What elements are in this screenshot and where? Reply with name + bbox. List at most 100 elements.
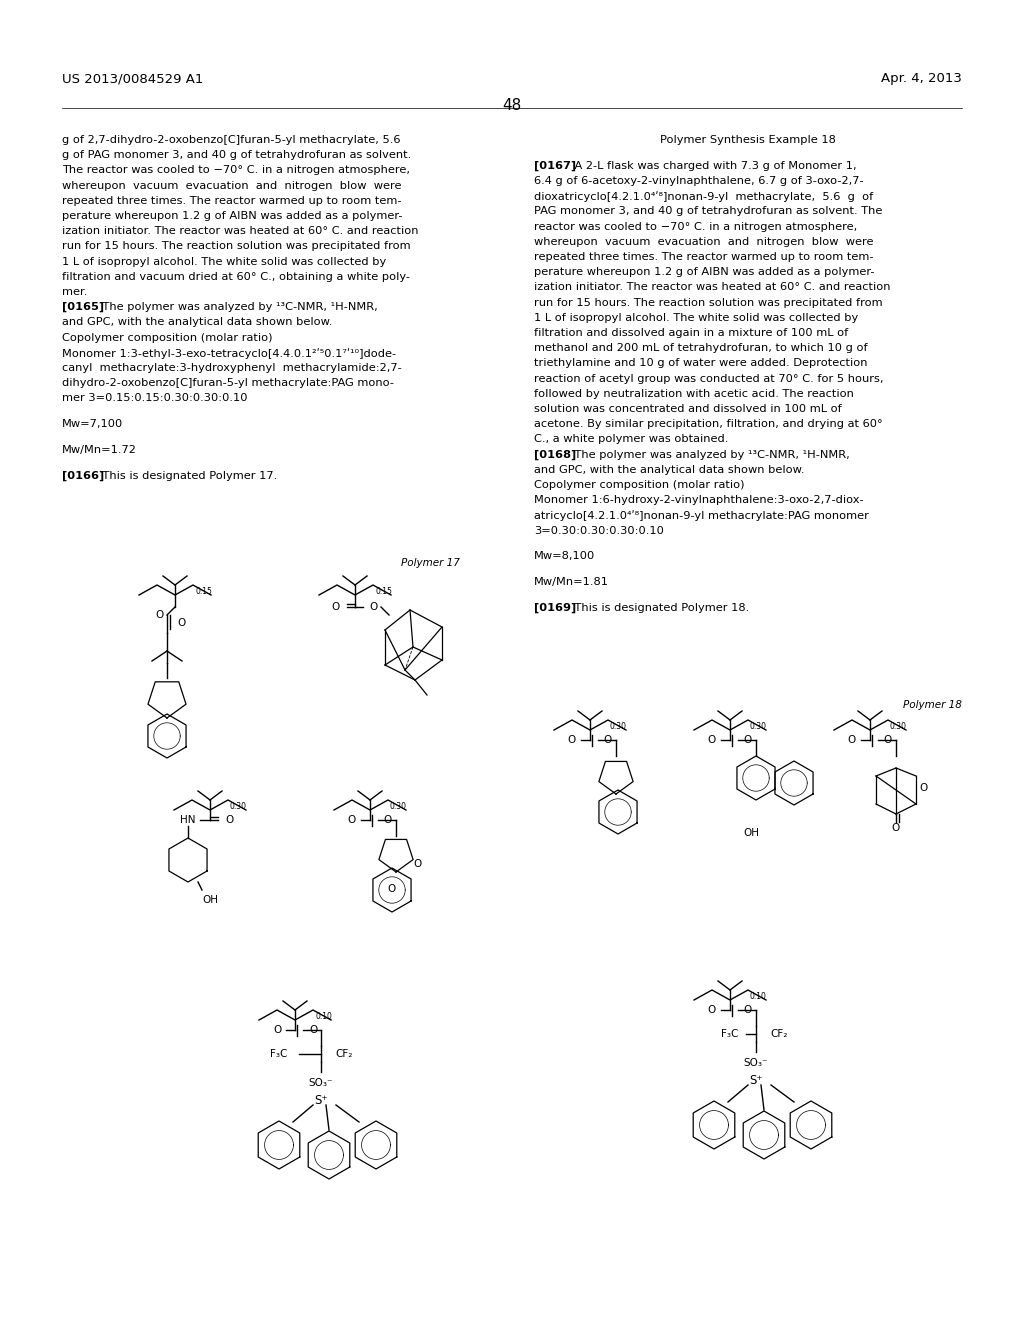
Text: O: O	[848, 735, 856, 744]
Text: SO₃⁻: SO₃⁻	[309, 1078, 333, 1088]
Text: Polymer 17: Polymer 17	[401, 558, 460, 568]
Text: The reactor was cooled to −70° C. in a nitrogen atmosphere,: The reactor was cooled to −70° C. in a n…	[62, 165, 410, 176]
Text: triethylamine and 10 g of water were added. Deprotection: triethylamine and 10 g of water were add…	[534, 359, 867, 368]
Text: O: O	[920, 783, 928, 793]
Text: Copolymer composition (molar ratio): Copolymer composition (molar ratio)	[62, 333, 272, 343]
Text: 0.30: 0.30	[610, 722, 627, 731]
Text: This is designated Polymer 17.: This is designated Polymer 17.	[88, 471, 276, 480]
Text: S⁺: S⁺	[750, 1073, 763, 1086]
Text: O: O	[272, 1026, 282, 1035]
Text: and GPC, with the analytical data shown below.: and GPC, with the analytical data shown …	[62, 317, 333, 327]
Text: O: O	[604, 735, 612, 744]
Text: 0.15: 0.15	[375, 587, 392, 597]
Text: O: O	[155, 610, 163, 620]
Text: The polymer was analyzed by ¹³C-NMR, ¹H-NMR,: The polymer was analyzed by ¹³C-NMR, ¹H-…	[88, 302, 377, 313]
Text: O: O	[309, 1026, 317, 1035]
Text: O: O	[226, 814, 234, 825]
Text: 0.15: 0.15	[195, 587, 212, 597]
Text: F₃C: F₃C	[721, 1030, 738, 1039]
Text: C., a white polymer was obtained.: C., a white polymer was obtained.	[534, 434, 728, 445]
Text: O: O	[331, 602, 339, 612]
Text: ization initiator. The reactor was heated at 60° C. and reaction: ization initiator. The reactor was heate…	[534, 282, 891, 293]
Text: whereupon  vacuum  evacuation  and  nitrogen  blow  were: whereupon vacuum evacuation and nitrogen…	[534, 236, 873, 247]
Text: Polymer Synthesis Example 18: Polymer Synthesis Example 18	[660, 135, 836, 145]
Text: 6.4 g of 6-acetoxy-2-vinylnaphthalene, 6.7 g of 3-oxo-2,7-: 6.4 g of 6-acetoxy-2-vinylnaphthalene, 6…	[534, 176, 863, 186]
Text: 1 L of isopropyl alcohol. The white solid was collected by: 1 L of isopropyl alcohol. The white soli…	[534, 313, 858, 323]
Text: repeated three times. The reactor warmed up to room tem-: repeated three times. The reactor warmed…	[534, 252, 873, 263]
Text: perature whereupon 1.2 g of AIBN was added as a polymer-: perature whereupon 1.2 g of AIBN was add…	[534, 267, 874, 277]
Text: acetone. By similar precipitation, filtration, and drying at 60°: acetone. By similar precipitation, filtr…	[534, 420, 883, 429]
Text: dioxatricyclo[4.2.1.0⁴ʹ⁸]nonan-9-yl  methacrylate,  5.6  g  of: dioxatricyclo[4.2.1.0⁴ʹ⁸]nonan-9-yl meth…	[534, 191, 873, 202]
Text: SO₃⁻: SO₃⁻	[743, 1059, 768, 1068]
Text: whereupon  vacuum  evacuation  and  nitrogen  blow  were: whereupon vacuum evacuation and nitrogen…	[62, 181, 401, 190]
Text: OH: OH	[202, 895, 218, 906]
Text: HN: HN	[180, 814, 196, 825]
Text: Mw=8,100: Mw=8,100	[534, 552, 595, 561]
Text: F₃C: F₃C	[269, 1049, 287, 1059]
Text: g of PAG monomer 3, and 40 g of tetrahydrofuran as solvent.: g of PAG monomer 3, and 40 g of tetrahyd…	[62, 150, 412, 160]
Text: OH: OH	[743, 828, 759, 838]
Text: [0169]: [0169]	[534, 603, 577, 614]
Text: [0166]: [0166]	[62, 471, 104, 482]
Text: and GPC, with the analytical data shown below.: and GPC, with the analytical data shown …	[534, 465, 805, 475]
Text: O: O	[743, 1005, 752, 1015]
Text: mer 3=0.15:0.15:0.30:0.30:0.10: mer 3=0.15:0.15:0.30:0.30:0.10	[62, 393, 248, 404]
Text: reaction of acetyl group was conducted at 70° C. for 5 hours,: reaction of acetyl group was conducted a…	[534, 374, 884, 384]
Text: O: O	[384, 814, 392, 825]
Text: mer.: mer.	[62, 286, 87, 297]
Text: ization initiator. The reactor was heated at 60° C. and reaction: ization initiator. The reactor was heate…	[62, 226, 419, 236]
Text: Copolymer composition (molar ratio): Copolymer composition (molar ratio)	[534, 480, 744, 490]
Text: A 2-L flask was charged with 7.3 g of Monomer 1,: A 2-L flask was charged with 7.3 g of Mo…	[559, 161, 856, 170]
Text: 0.30: 0.30	[390, 803, 407, 810]
Text: US 2013/0084529 A1: US 2013/0084529 A1	[62, 73, 204, 84]
Text: 0.30: 0.30	[890, 722, 907, 731]
Text: run for 15 hours. The reaction solution was precipitated from: run for 15 hours. The reaction solution …	[534, 297, 883, 308]
Text: [0168]: [0168]	[534, 450, 577, 459]
Text: repeated three times. The reactor warmed up to room tem-: repeated three times. The reactor warmed…	[62, 195, 401, 206]
Text: 3=0.30:0.30:0.30:0.10: 3=0.30:0.30:0.30:0.10	[534, 525, 664, 536]
Text: O: O	[743, 735, 752, 744]
Text: followed by neutralization with acetic acid. The reaction: followed by neutralization with acetic a…	[534, 389, 854, 399]
Text: methanol and 200 mL of tetrahydrofuran, to which 10 g of: methanol and 200 mL of tetrahydrofuran, …	[534, 343, 867, 354]
Text: 48: 48	[503, 98, 521, 114]
Text: O: O	[884, 735, 892, 744]
Text: Mw/Mn=1.81: Mw/Mn=1.81	[534, 577, 609, 587]
Text: S⁺: S⁺	[314, 1093, 328, 1106]
Text: [0165]: [0165]	[62, 302, 104, 313]
Text: [0167]: [0167]	[534, 161, 577, 172]
Text: 0.30: 0.30	[230, 803, 247, 810]
Text: CF₂: CF₂	[335, 1049, 352, 1059]
Text: O: O	[892, 822, 900, 833]
Text: g of 2,7-dihydro-2-oxobenzo[C]furan-5-yl methacrylate, 5.6: g of 2,7-dihydro-2-oxobenzo[C]furan-5-yl…	[62, 135, 400, 145]
Text: solution was concentrated and dissolved in 100 mL of: solution was concentrated and dissolved …	[534, 404, 842, 414]
Text: Mw/Mn=1.72: Mw/Mn=1.72	[62, 445, 137, 455]
Text: canyl  methacrylate:3-hydroxyphenyl  methacrylamide:2,7-: canyl methacrylate:3-hydroxyphenyl metha…	[62, 363, 401, 374]
Text: O: O	[708, 735, 716, 744]
Text: filtration and vacuum dried at 60° C., obtaining a white poly-: filtration and vacuum dried at 60° C., o…	[62, 272, 410, 281]
Text: O: O	[708, 1005, 716, 1015]
Text: Polymer 18: Polymer 18	[903, 700, 962, 710]
Text: filtration and dissolved again in a mixture of 100 mL of: filtration and dissolved again in a mixt…	[534, 329, 848, 338]
Text: 1 L of isopropyl alcohol. The white solid was collected by: 1 L of isopropyl alcohol. The white soli…	[62, 256, 386, 267]
Text: This is designated Polymer 18.: This is designated Polymer 18.	[559, 603, 749, 614]
Text: O: O	[387, 884, 395, 894]
Text: perature whereupon 1.2 g of AIBN was added as a polymer-: perature whereupon 1.2 g of AIBN was add…	[62, 211, 402, 220]
Text: 0.30: 0.30	[750, 722, 767, 731]
Text: The polymer was analyzed by ¹³C-NMR, ¹H-NMR,: The polymer was analyzed by ¹³C-NMR, ¹H-…	[559, 450, 849, 459]
Text: O: O	[369, 602, 377, 612]
Text: Apr. 4, 2013: Apr. 4, 2013	[881, 73, 962, 84]
Text: dihydro-2-oxobenzo[C]furan-5-yl methacrylate:PAG mono-: dihydro-2-oxobenzo[C]furan-5-yl methacry…	[62, 379, 394, 388]
Text: run for 15 hours. The reaction solution was precipitated from: run for 15 hours. The reaction solution …	[62, 242, 411, 251]
Text: atricyclo[4.2.1.0⁴ʹ⁸]nonan-9-yl methacrylate:PAG monomer: atricyclo[4.2.1.0⁴ʹ⁸]nonan-9-yl methacry…	[534, 511, 869, 521]
Text: Mw=7,100: Mw=7,100	[62, 420, 123, 429]
Text: O: O	[414, 859, 422, 869]
Text: Monomer 1:3-ethyl-3-exo-tetracyclo[4.4.0.1²ʹ⁵0.1⁷ʹ¹⁰]dode-: Monomer 1:3-ethyl-3-exo-tetracyclo[4.4.0…	[62, 347, 396, 359]
Text: Monomer 1:6-hydroxy-2-vinylnaphthalene:3-oxo-2,7-diox-: Monomer 1:6-hydroxy-2-vinylnaphthalene:3…	[534, 495, 863, 506]
Text: O: O	[568, 735, 577, 744]
Text: CF₂: CF₂	[770, 1030, 787, 1039]
Text: reactor was cooled to −70° C. in a nitrogen atmosphere,: reactor was cooled to −70° C. in a nitro…	[534, 222, 857, 231]
Text: 0.10: 0.10	[315, 1012, 332, 1020]
Text: 0.10: 0.10	[750, 993, 767, 1001]
Text: O: O	[348, 814, 356, 825]
Text: O: O	[177, 618, 185, 628]
